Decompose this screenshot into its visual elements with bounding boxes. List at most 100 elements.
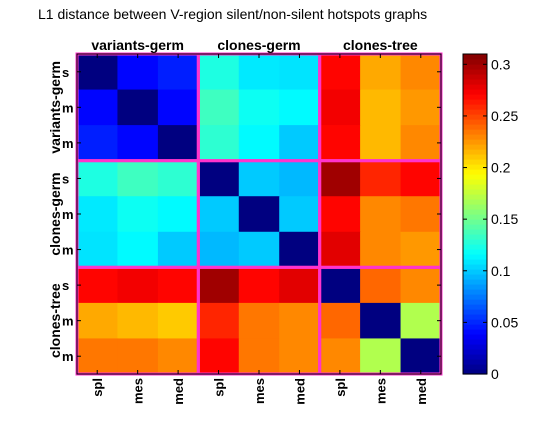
y-tick-label-7: m	[62, 314, 74, 329]
colorbar-segment-48	[463, 129, 487, 135]
colorbar-segment-63	[463, 54, 487, 60]
heatmap-cell-r8-c1	[117, 338, 159, 375]
heatmap-cell-r0-c8	[400, 54, 442, 91]
heatmap-cell-r4-c1	[117, 196, 159, 233]
colorbar-segment-43	[463, 154, 487, 160]
colorbar-segment-60	[463, 69, 487, 75]
left-group-label-2: clones-tree	[47, 283, 63, 358]
heatmap-cell-r0-c5	[279, 54, 321, 91]
heatmap-cell-r4-c8	[400, 196, 442, 233]
heatmap-cell-r5-c2	[157, 231, 199, 268]
top-group-label-1: clones-germ	[217, 37, 300, 53]
x-tick-label-5: med	[292, 378, 307, 405]
colorbar-tick-label-4: 0.2	[491, 160, 511, 176]
colorbar-segment-12	[463, 309, 487, 315]
heatmap-cell-r1-c6	[319, 89, 361, 126]
heatmap-cell-r4-c3	[198, 196, 240, 233]
colorbar-segment-42	[463, 159, 487, 165]
heatmap-cell-r5-c8	[400, 231, 442, 268]
heatmap-cell-r0-c1	[117, 54, 159, 91]
colorbar-segment-5	[463, 344, 487, 350]
heatmap-cell-r5-c5	[279, 231, 321, 268]
colorbar-segment-59	[463, 74, 487, 80]
heatmap-cell-r6-c0	[77, 267, 119, 304]
colorbar-segment-6	[463, 339, 487, 345]
heatmap-cell-r4-c6	[319, 196, 361, 233]
colorbar-segment-1	[463, 364, 487, 370]
colorbar-segment-35	[463, 194, 487, 200]
colorbar-segment-13	[463, 304, 487, 310]
y-tick-label-8: m	[62, 349, 74, 364]
colorbar-segment-33	[463, 204, 487, 210]
colorbar-segment-21	[463, 264, 487, 270]
heatmap-cell-r8-c3	[198, 338, 240, 375]
colorbar-segment-41	[463, 164, 487, 170]
colorbar-segment-14	[463, 299, 487, 305]
colorbar-segment-50	[463, 119, 487, 125]
heatmap-cell-r7-c3	[198, 302, 240, 340]
colorbar-tick-label-6: 0.3	[491, 56, 511, 72]
heatmap-cell-r2-c8	[400, 125, 442, 162]
colorbar-segment-46	[463, 139, 487, 145]
colorbar-segment-49	[463, 124, 487, 130]
colorbar-segment-0	[463, 369, 487, 375]
heatmap-cell-r3-c8	[400, 160, 442, 197]
left-group-label-0: variants-germ	[47, 61, 63, 154]
colorbar-tick-label-3: 0.15	[491, 211, 518, 227]
colorbar-segment-9	[463, 324, 487, 330]
heatmap-cell-r4-c4	[238, 196, 280, 233]
colorbar-segment-11	[463, 314, 487, 320]
colorbar-segment-7	[463, 334, 487, 340]
colorbar-segment-36	[463, 189, 487, 195]
heatmap-cell-r5-c7	[360, 231, 402, 268]
colorbar-segment-16	[463, 289, 487, 295]
y-tick-label-1: m	[62, 100, 74, 115]
heatmap-cell-r5-c1	[117, 231, 159, 268]
chart-title: L1 distance between V-region silent/non-…	[38, 6, 427, 22]
heatmap-cell-r6-c3	[198, 267, 240, 304]
colorbar-segment-2	[463, 359, 487, 365]
heatmap-cell-r1-c3	[198, 89, 240, 126]
colorbar-segment-57	[463, 84, 487, 90]
colorbar-tick-label-0: 0	[491, 366, 499, 382]
heatmap-cell-r0-c4	[238, 54, 280, 91]
heatmap-cell-r1-c1	[117, 89, 159, 126]
heatmap-cell-r6-c5	[279, 267, 321, 304]
x-tick-label-6: spl	[333, 378, 348, 397]
top-group-label-2: clones-tree	[343, 37, 418, 53]
y-tick-label-6: s	[62, 278, 69, 293]
heatmap-cell-r7-c8	[400, 302, 442, 340]
colorbar-segment-37	[463, 184, 487, 190]
heatmap-cells	[77, 54, 442, 375]
colorbar-segment-39	[463, 174, 487, 180]
colorbar-segment-30	[463, 219, 487, 225]
x-tick-label-0: spl	[90, 378, 105, 397]
heatmap-cell-r2-c2	[157, 125, 199, 162]
heatmap-cell-r2-c3	[198, 125, 240, 162]
heatmap-cell-r0-c2	[157, 54, 199, 91]
colorbar-segment-32	[463, 209, 487, 215]
heatmap-cell-r8-c2	[157, 338, 199, 375]
heatmap-cell-r1-c5	[279, 89, 321, 126]
heatmap-cell-r5-c3	[198, 231, 240, 268]
colorbar-segment-31	[463, 214, 487, 220]
heatmap-cell-r1-c8	[400, 89, 442, 126]
colorbar-segment-34	[463, 199, 487, 205]
colorbar-segment-54	[463, 99, 487, 105]
left-group-label-1: clones-germ	[47, 172, 63, 255]
heatmap-cell-r7-c4	[238, 302, 280, 340]
heatmap-cell-r5-c0	[77, 231, 119, 268]
colorbar-segment-29	[463, 224, 487, 230]
heatmap-cell-r7-c0	[77, 302, 119, 340]
heatmap-cell-r8-c5	[279, 338, 321, 375]
heatmap-cell-r5-c4	[238, 231, 280, 268]
colorbar-segment-27	[463, 234, 487, 240]
axis-labels: variants-germ clones-germ clones-tree varia…	[47, 37, 429, 405]
heatmap-cell-r3-c0	[77, 160, 119, 197]
heatmap-cell-r1-c0	[77, 89, 119, 126]
y-tick-label-3: s	[62, 171, 69, 186]
colorbar-segment-22	[463, 259, 487, 265]
colorbar-segment-61	[463, 64, 487, 70]
heatmap-cell-r7-c6	[319, 302, 361, 340]
